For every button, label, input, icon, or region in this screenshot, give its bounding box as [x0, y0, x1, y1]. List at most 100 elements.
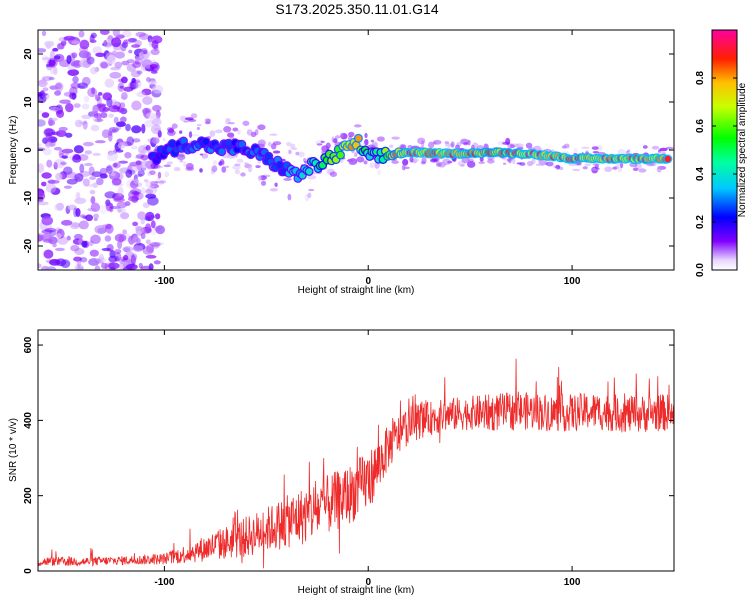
spectrogram-cell	[104, 235, 112, 242]
snr-y-tick-label: 0	[23, 568, 34, 574]
spectrogram-cell	[178, 152, 185, 158]
spectrogram-cell	[53, 158, 65, 169]
spectrogram-cell	[289, 143, 296, 149]
spectrogram-cell	[183, 120, 189, 123]
spectrogram-cell	[38, 48, 47, 53]
spectrogram-cell	[145, 112, 157, 119]
spectrogram-cell	[209, 130, 216, 137]
spectrogram-cell	[101, 92, 111, 101]
spectrogram-cell	[54, 203, 64, 211]
spectrogram-cell	[221, 166, 227, 173]
spectrogram-cell	[364, 132, 368, 139]
spectrogram-cell	[73, 103, 81, 108]
spectrogram-cell	[140, 154, 149, 161]
spectrogram-cell	[122, 30, 132, 38]
spectrogram-cell	[108, 255, 118, 263]
spectrogram-cell	[142, 96, 153, 105]
spectrogram-cell	[99, 60, 110, 69]
spectrogram-cell	[101, 247, 112, 252]
spectrogram-cell	[90, 234, 101, 244]
spectrogram-cell	[355, 135, 362, 142]
spectrogram-cell	[389, 144, 394, 148]
spectrogram-cell	[117, 186, 124, 197]
spectrogram-cell	[71, 40, 80, 45]
spectrogram-cell	[369, 162, 375, 169]
spectrogram-cell	[92, 112, 97, 122]
spectrogram-cell	[107, 152, 119, 162]
spectrogram-cell	[243, 162, 249, 165]
spectrogram-cell	[151, 39, 159, 50]
spectrogram-cell	[74, 247, 85, 256]
spectrogram-cell	[38, 79, 48, 88]
spectrogram-cell	[211, 165, 218, 173]
spectrogram-cell	[131, 138, 141, 143]
spectrogram-cell	[49, 64, 56, 75]
spectrogram-cell	[89, 39, 97, 44]
spectrogram-cell	[41, 112, 50, 118]
spectrogram-cell	[272, 150, 281, 154]
spectrogram-cell	[108, 262, 120, 270]
spectrogram-cell	[82, 59, 91, 68]
spectrogram-cell	[70, 62, 79, 67]
colorbar-tick-label: 0.2	[695, 215, 706, 229]
spectrogram-cell	[478, 161, 485, 165]
spectrogram-cell	[76, 258, 82, 268]
spectrogram-cell	[234, 163, 241, 167]
spectrogram-cell	[38, 119, 46, 127]
spectrogram-cell	[124, 201, 131, 207]
spectrogram-cell	[122, 254, 129, 261]
spectrogram-cell	[127, 37, 138, 43]
spectrogram-cell	[402, 158, 409, 166]
spectrogram-cell	[363, 160, 368, 165]
spectrogram-cell	[116, 121, 126, 128]
spectrogram-cell	[316, 143, 323, 146]
spectrogram-cell	[90, 202, 101, 213]
spectrogram-cell	[120, 116, 127, 123]
spectrogram-y-tick-label: 0	[23, 147, 34, 153]
spectrogram-cell	[38, 94, 47, 104]
spectrogram-cell	[619, 162, 624, 169]
spectrogram-cell	[121, 76, 128, 84]
spectrogram-cell	[154, 213, 161, 220]
spectrogram-cell	[40, 233, 53, 241]
spectrogram-cell	[304, 194, 310, 202]
spectrogram-cell	[64, 171, 77, 179]
spectrogram-cell	[157, 130, 162, 138]
spectrogram-cell	[44, 40, 55, 47]
spectrogram-cell	[92, 104, 99, 114]
spectrogram-cell	[42, 76, 53, 81]
spectrogram-y-tick-label: -20	[23, 238, 34, 253]
spectrogram-cell	[95, 52, 106, 57]
spectrogram-cell	[99, 173, 108, 179]
spectrogram-cell	[150, 48, 160, 56]
spectrogram-cell	[502, 141, 510, 145]
snr-panel: -100 0 100 0 200 400 600 Height of straight l…	[8, 329, 675, 596]
spectrogram-cell	[377, 169, 381, 176]
spectrogram-cell	[142, 202, 150, 209]
spectrogram-cell	[184, 117, 194, 121]
spectrogram-cell	[105, 167, 115, 174]
spectrogram-y-tick-label: 10	[23, 96, 34, 108]
spectrogram-cell	[103, 40, 108, 47]
spectrogram-cell	[286, 141, 292, 147]
spectrogram-cell	[104, 223, 112, 230]
spectrogram-cell	[48, 76, 55, 81]
spectrogram-cell	[223, 126, 232, 133]
spectrogram-cell	[519, 162, 526, 166]
spectrogram-cell	[74, 197, 87, 205]
spectrogram-cell	[225, 165, 230, 168]
spectrogram-cell	[140, 265, 152, 270]
spectrogram-cell	[41, 229, 53, 235]
spectrogram-cell	[71, 52, 78, 59]
spectrogram-cell	[329, 171, 338, 177]
spectrogram-cell	[45, 183, 57, 193]
spectrogram-cell	[69, 222, 80, 230]
spectrogram-y-tick-label: 20	[23, 48, 34, 60]
spectrogram-cell	[59, 152, 70, 156]
spectrogram-cell	[54, 146, 62, 151]
spectrogram-cell	[287, 193, 292, 201]
colorbar-label: Normalized spectral amplitude	[737, 82, 748, 217]
spectrogram-cell	[119, 102, 126, 109]
spectrogram-cell	[442, 158, 451, 166]
spectrogram-cell	[113, 162, 118, 168]
